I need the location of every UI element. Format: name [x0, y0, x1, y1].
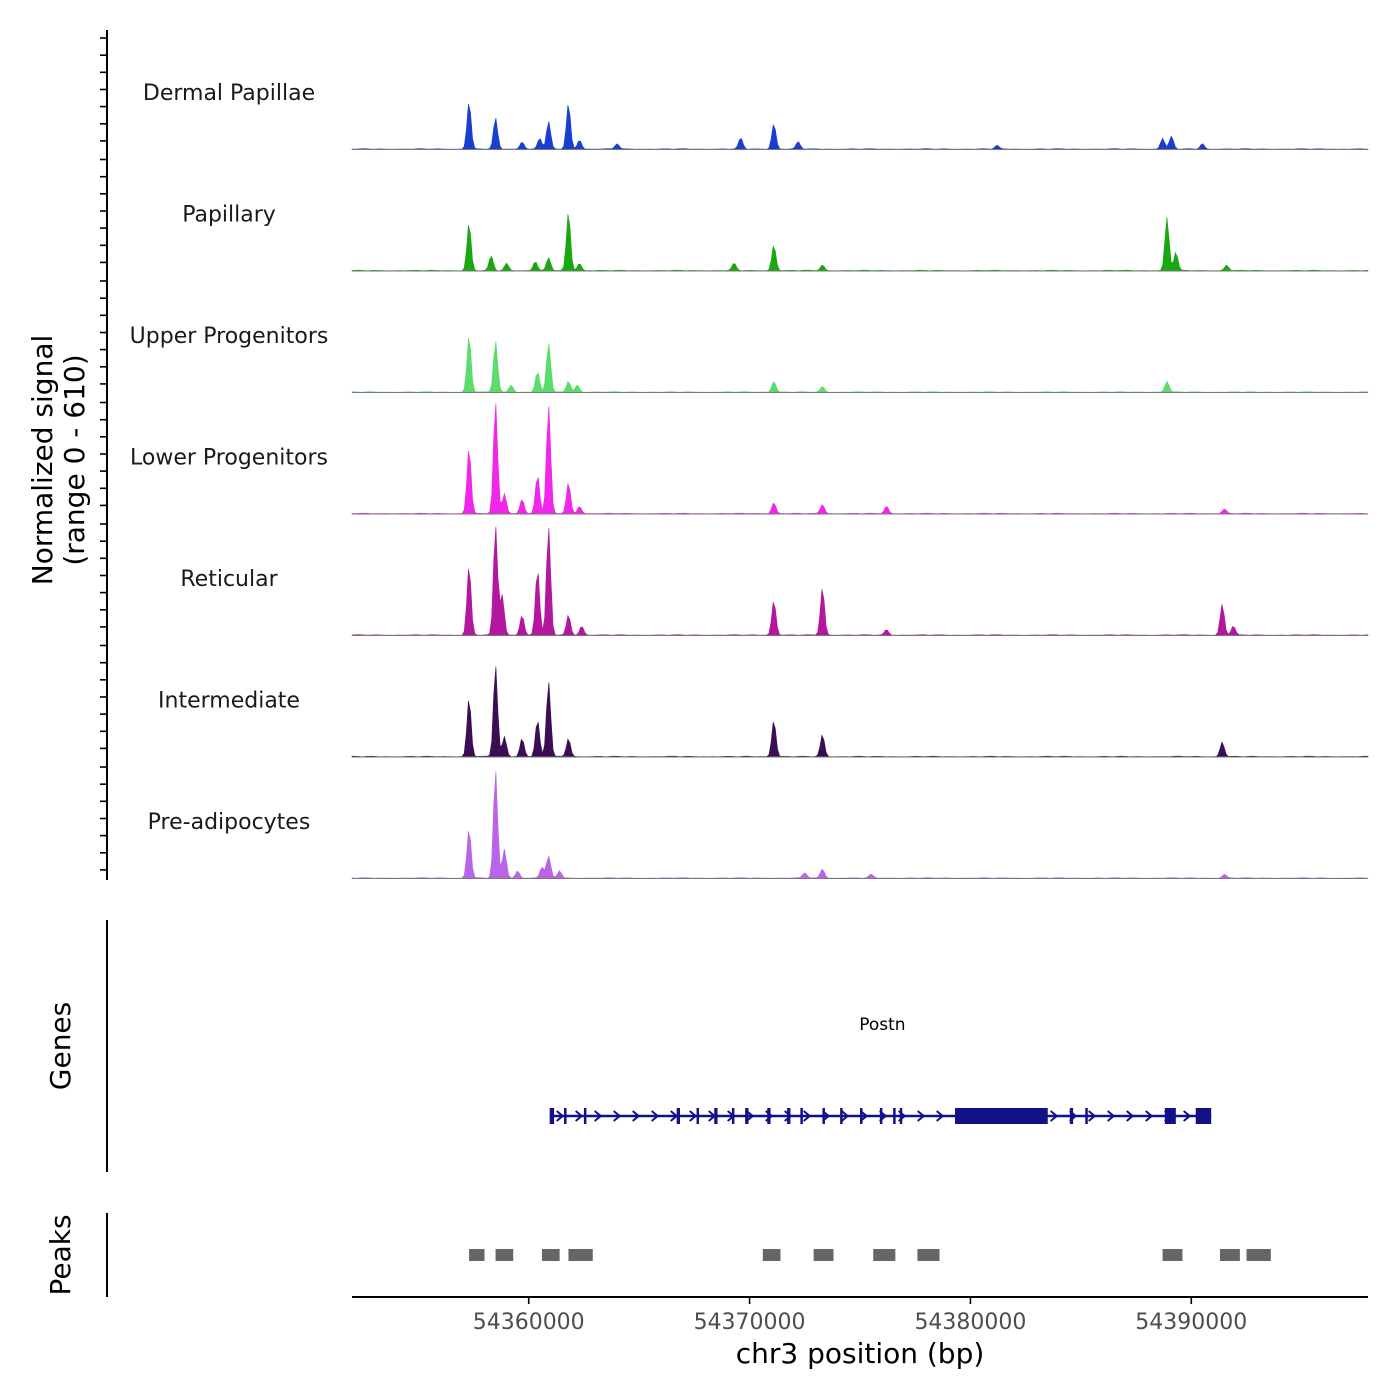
genes-track-title: Genes [44, 1002, 77, 1090]
coverage-area [351, 666, 1369, 758]
x-tick-label: 54360000 [473, 1310, 585, 1335]
gene-exon [1164, 1108, 1176, 1124]
gene-exon [899, 1108, 903, 1124]
strand-arrow [594, 1110, 603, 1122]
strand-arrow [575, 1110, 584, 1122]
gene-exon [822, 1108, 825, 1124]
peak-region [1162, 1249, 1183, 1261]
coverage-track: Upper Progenitors [130, 324, 1369, 393]
gene-exon [583, 1108, 587, 1124]
gene-label: Postn [859, 1015, 905, 1035]
strand-arrow [651, 1110, 660, 1122]
strand-arrow [841, 1110, 850, 1122]
gene-exon [954, 1108, 1048, 1124]
peak-region [495, 1249, 514, 1261]
track-label: Upper Progenitors [130, 324, 329, 349]
gene-exon [893, 1108, 896, 1124]
coverage-area [351, 771, 1369, 879]
peak-region [917, 1249, 940, 1261]
peak-region [762, 1249, 781, 1261]
y-axis-range-label: (range 0 - 610) [58, 354, 91, 565]
y-axis-title: Normalized signal [26, 335, 59, 586]
peak-region [813, 1249, 834, 1261]
coverage-area [351, 338, 1369, 393]
gene-exon [676, 1108, 680, 1124]
gene-exon [714, 1108, 718, 1124]
strand-arrow [917, 1110, 926, 1122]
strand-arrow [784, 1110, 793, 1122]
strand-arrow [613, 1110, 622, 1122]
track-label: Lower Progenitors [130, 446, 328, 471]
strand-arrow [556, 1110, 565, 1122]
coverage-track: Reticular [180, 526, 1369, 636]
track-label: Reticular [180, 567, 278, 592]
strand-arrow [670, 1110, 679, 1122]
gene-exon [787, 1108, 791, 1124]
strand-arrow [689, 1110, 698, 1122]
gene-exon [840, 1108, 843, 1124]
peaks-track [106, 1213, 1271, 1297]
peak-region [568, 1249, 593, 1261]
x-tick-label: 54390000 [1135, 1310, 1247, 1335]
strand-arrow [1126, 1110, 1135, 1122]
x-tick-label: 54380000 [914, 1310, 1026, 1335]
coverage-area [351, 403, 1369, 515]
coverage-tracks: Dermal Papillae Papillary Upper Progenitor… [130, 81, 1369, 879]
gene-exon [549, 1108, 555, 1124]
peak-region [1246, 1249, 1271, 1261]
strand-arrow [1145, 1110, 1154, 1122]
strand-arrow [746, 1110, 755, 1122]
peak-region [873, 1249, 896, 1261]
gene-exon [731, 1108, 735, 1124]
coverage-track: Pre-adipocytes [148, 771, 1369, 879]
coverage-track: Lower Progenitors [130, 403, 1369, 515]
peak-region [541, 1249, 560, 1261]
gene-exon [696, 1108, 700, 1124]
peaks-track-title: Peaks [44, 1214, 77, 1295]
strand-arrow [1107, 1110, 1116, 1122]
gene-exon [767, 1108, 771, 1124]
peak-region [469, 1249, 485, 1261]
coverage-area [351, 214, 1369, 272]
track-label: Intermediate [158, 689, 300, 714]
track-label: Papillary [182, 203, 276, 228]
coverage-track: Intermediate [158, 666, 1369, 758]
strand-arrow [936, 1110, 945, 1122]
strand-arrow [1183, 1110, 1192, 1122]
gene-exon [800, 1108, 803, 1124]
x-axis-title: chr3 position (bp) [736, 1337, 985, 1370]
genes-track: Postn [106, 920, 1212, 1172]
gene-exon [879, 1108, 883, 1124]
gene-exon [564, 1108, 567, 1124]
strand-arrow [803, 1110, 812, 1122]
gene-exon [860, 1108, 863, 1124]
track-label: Dermal Papillae [143, 81, 315, 106]
gene-exon [1085, 1108, 1088, 1124]
coverage-area [351, 103, 1369, 150]
coverage-track: Papillary [182, 203, 1369, 272]
coverage-track: Dermal Papillae [143, 81, 1369, 150]
peak-region [1220, 1249, 1240, 1261]
x-axis: 54360000 54370000 54380000 54390000 [352, 1296, 1368, 1335]
gene-exon [745, 1108, 749, 1124]
gene-exon [1195, 1108, 1212, 1124]
strand-arrow [1088, 1110, 1097, 1122]
x-tick-label: 54370000 [694, 1310, 806, 1335]
track-label: Pre-adipocytes [148, 810, 311, 835]
coverage-area [351, 526, 1369, 636]
gene-exon [1069, 1108, 1074, 1124]
strand-arrow [632, 1110, 641, 1122]
y-axis [100, 30, 108, 880]
strand-arrow [860, 1110, 869, 1122]
strand-arrow [1050, 1110, 1059, 1122]
